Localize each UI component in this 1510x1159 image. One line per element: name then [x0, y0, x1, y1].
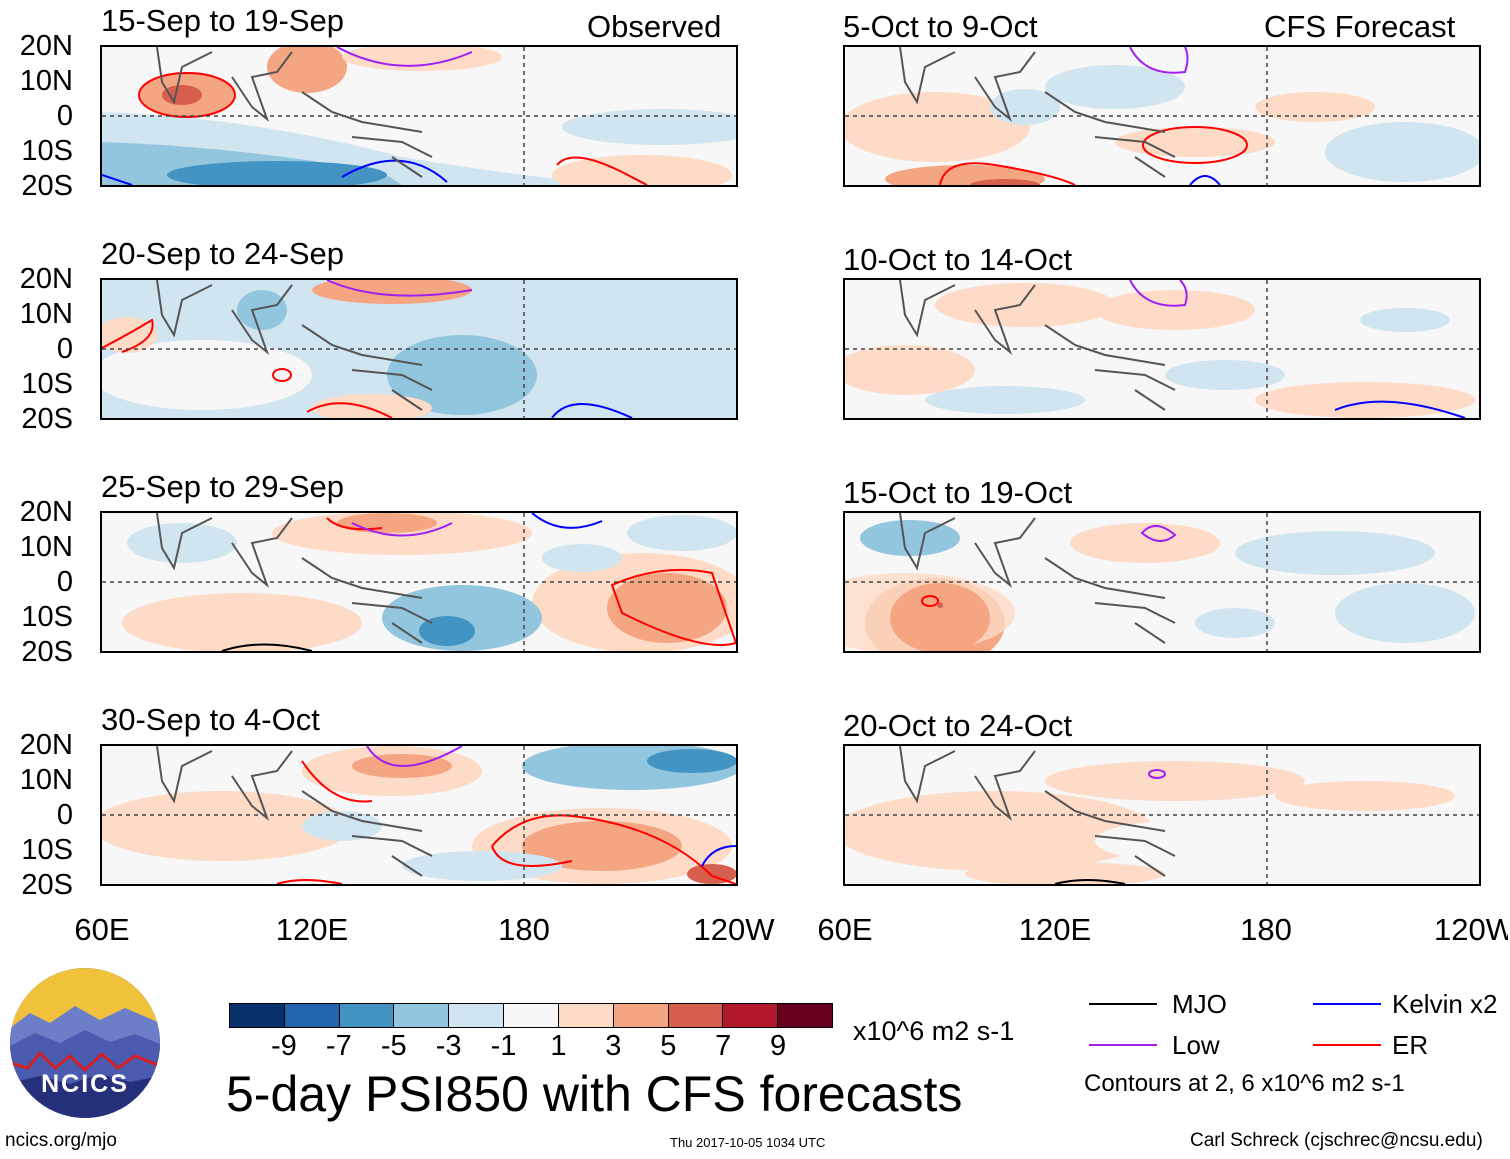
lon-label: 120E [275, 912, 349, 947]
map-field [102, 47, 736, 185]
map-field [102, 280, 736, 418]
map-field [845, 47, 1479, 185]
legend-label: Low [1172, 1030, 1220, 1060]
lat-label: 0 [56, 333, 73, 365]
lat-label: 10S [21, 135, 73, 167]
colorbar-tick-label: -1 [490, 1030, 517, 1062]
panel-title: 15-Sep to 19-Sep [101, 3, 345, 38]
lat-label: 10N [19, 764, 73, 796]
panel-title: 15-Oct to 19-Oct [843, 475, 1073, 510]
colorbar-swatch [284, 1004, 340, 1027]
colorbar-tick-label: -5 [380, 1030, 407, 1062]
panel-title: 5-Oct to 9-Oct [843, 9, 1038, 44]
lat-label: 20S [21, 170, 73, 202]
lat-label: 20N [19, 30, 73, 62]
lat-label: 10N [19, 65, 73, 97]
lat-label: 20S [21, 403, 73, 435]
lon-label: 60E [74, 912, 130, 947]
lat-label: 10S [21, 834, 73, 866]
lat-label: 10S [21, 601, 73, 633]
colorbar-tick-label: 3 [605, 1030, 622, 1062]
lat-label: 0 [56, 566, 73, 598]
colorbar-swatch [668, 1004, 724, 1027]
lon-label: 180 [1240, 912, 1292, 947]
lon-label: 180 [498, 912, 550, 947]
lat-label: 10S [21, 368, 73, 400]
legend-label: Kelvin x2 [1392, 989, 1498, 1019]
legend-line-kelvin [1313, 1003, 1381, 1005]
map-panel [843, 278, 1481, 420]
map-panel [100, 744, 738, 886]
logo-text: NCICS [41, 1070, 129, 1098]
map-panel [843, 511, 1481, 653]
legend-line-low [1089, 1044, 1157, 1046]
footer-timestamp: Thu 2017-10-05 1034 UTC [670, 1135, 826, 1150]
panel-title: 10-Oct to 14-Oct [843, 242, 1073, 277]
colorbar-swatch [504, 1004, 559, 1027]
map-panel [100, 511, 738, 653]
lat-label: 10N [19, 298, 73, 330]
lat-label: 0 [56, 799, 73, 831]
colorbar-tick-label: -9 [271, 1030, 297, 1062]
colorbar-swatch [449, 1004, 505, 1027]
colorbar-tick-label: 1 [550, 1030, 567, 1062]
colorbar-swatch [723, 1004, 779, 1027]
colorbar [229, 1003, 833, 1028]
lat-label: 20N [19, 263, 73, 295]
map-field [102, 746, 736, 884]
lat-label: 20S [21, 636, 73, 668]
legend-label: MJO [1172, 989, 1227, 1019]
colorbar-swatch [778, 1004, 832, 1027]
panel-title: 20-Oct to 24-Oct [843, 708, 1073, 743]
footer-url[interactable]: ncics.org/mjo [5, 1130, 117, 1151]
colorbar-tick-label: 9 [770, 1030, 787, 1062]
map-panel [100, 45, 738, 187]
lon-label: 120W [1434, 914, 1508, 945]
panel-subtitle: Observed [587, 9, 722, 44]
colorbar-swatch [339, 1004, 395, 1027]
map-panel [843, 744, 1481, 886]
legend-label: ER [1392, 1030, 1429, 1060]
panel-title: 25-Sep to 29-Sep [101, 469, 345, 504]
lon-label: 120W [693, 912, 775, 947]
colorbar-tick-label: 7 [715, 1030, 732, 1062]
map-field [845, 280, 1479, 418]
map-panel [843, 45, 1481, 187]
colorbar-units: x10^6 m2 s-1 [853, 1016, 1015, 1046]
lat-label: 10N [19, 531, 73, 563]
lat-label: 0 [56, 100, 73, 132]
lat-label: 20S [21, 869, 73, 901]
lat-label: 20N [19, 496, 73, 528]
ncics-logo: NCICS [10, 968, 160, 1118]
legend-note: Contours at 2, 6 x10^6 m2 s-1 [1084, 1070, 1405, 1097]
colorbar-tick-label: -3 [435, 1030, 462, 1062]
lat-label: 20N [19, 729, 73, 761]
panel-title: 20-Sep to 24-Sep [101, 236, 345, 271]
main-title: 5-day PSI850 with CFS forecasts [226, 1066, 963, 1122]
map-field [845, 746, 1479, 884]
map-field [102, 513, 736, 651]
map-field [845, 513, 1479, 651]
lon-label: 120E [1018, 912, 1092, 947]
colorbar-swatch [558, 1004, 614, 1027]
legend-line-mjo [1089, 1003, 1157, 1005]
map-panel [100, 278, 738, 420]
colorbar-tick-label: -7 [325, 1030, 352, 1062]
lon-label: 60E [817, 912, 873, 947]
footer-author: Carl Schreck (cjschrec@ncsu.edu) [1190, 1130, 1483, 1151]
colorbar-tick-label: 5 [660, 1030, 677, 1062]
panel-title: 30-Sep to 4-Oct [101, 702, 320, 737]
panel-subtitle: CFS Forecast [1264, 9, 1456, 44]
colorbar-swatch [394, 1004, 450, 1027]
colorbar-swatch [613, 1004, 669, 1027]
legend-line-er [1313, 1044, 1381, 1046]
colorbar-swatch [230, 1004, 285, 1027]
